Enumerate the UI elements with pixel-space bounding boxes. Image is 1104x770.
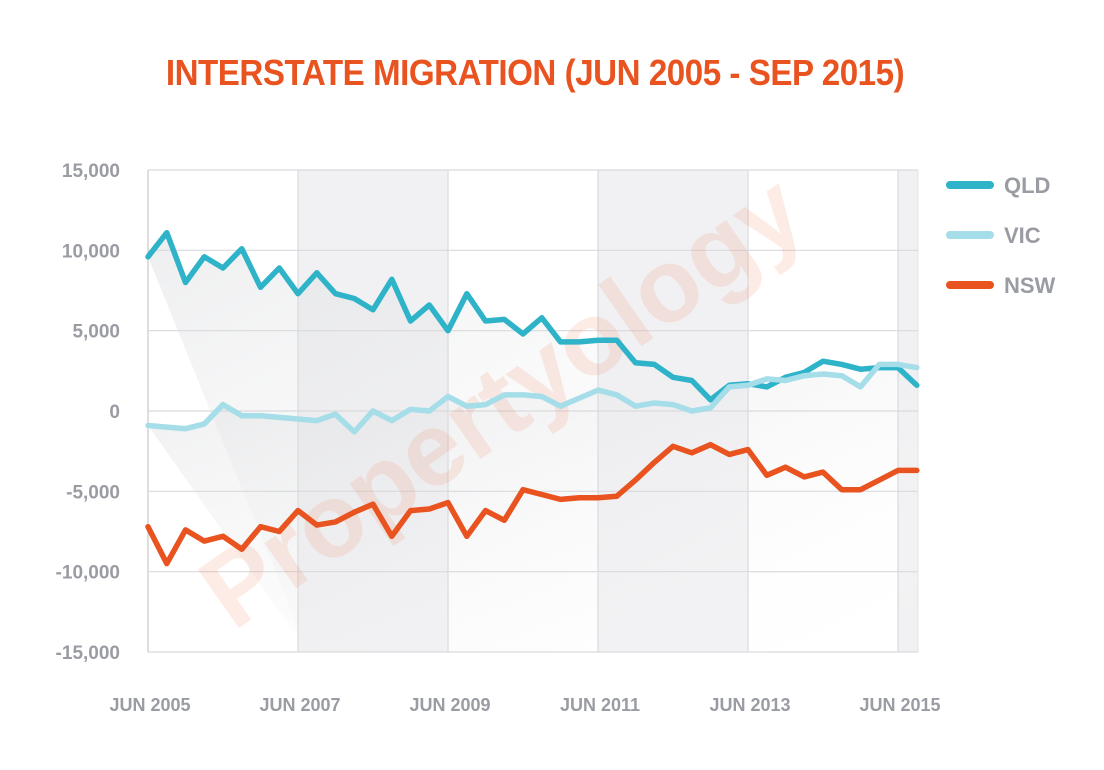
line-shadows: [148, 232, 917, 652]
legend-label-vic: VIC: [1004, 223, 1041, 248]
y-tick-label: 5,000: [72, 322, 120, 343]
y-tick-label: 0: [109, 402, 120, 423]
series-line-nsw: [145, 441, 920, 567]
x-axis: JUN 2005 JUN 2007 JUN 2009 JUN 2011 JUN 2013…: [109, 695, 940, 715]
y-tick-label: -5,000: [66, 482, 120, 503]
y-axis: 15,000 10,000 5,000 0 -5,000 -10,000 -15,000: [56, 161, 120, 664]
legend-label-qld: QLD: [1004, 173, 1050, 198]
x-tick-label: JUN 2011: [560, 695, 640, 715]
legend: QLD VIC NSW: [946, 173, 1056, 298]
gridlines: [147, 169, 919, 653]
x-tick-label: JUN 2013: [709, 695, 790, 715]
x-tick-label: JUN 2009: [409, 695, 490, 715]
series-lines: [145, 229, 920, 567]
y-tick-label: -15,000: [56, 643, 120, 664]
x-tick-label: JUN 2015: [859, 695, 940, 715]
y-tick-label: -10,000: [56, 563, 120, 584]
series-line-qld: [145, 229, 920, 403]
y-tick-label: 15,000: [62, 161, 120, 182]
y-tick-label: 10,000: [62, 241, 120, 262]
x-tick-label: JUN 2005: [109, 695, 190, 715]
legend-label-nsw: NSW: [1004, 273, 1056, 298]
chart-title: INTERSTATE MIGRATION (JUN 2005 - SEP 201…: [165, 52, 905, 93]
x-tick-label: JUN 2007: [259, 695, 340, 715]
series-line-vic: [145, 361, 920, 435]
line-shadow-vic: [148, 364, 917, 652]
